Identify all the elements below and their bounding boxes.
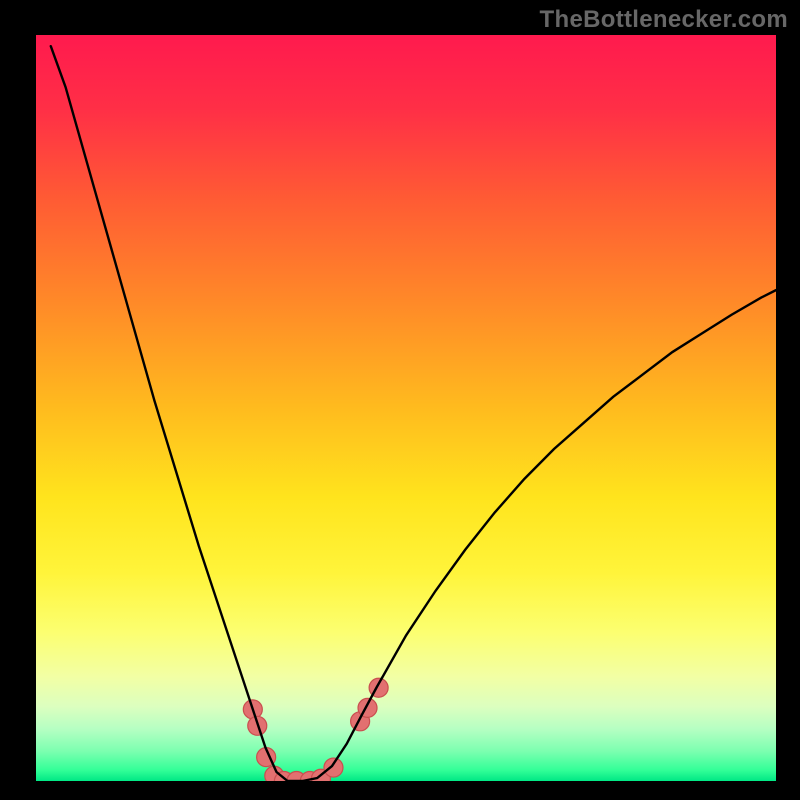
chart-frame: TheBottlenecker.com xyxy=(0,0,800,800)
watermark-text: TheBottlenecker.com xyxy=(540,6,788,34)
plot-area xyxy=(36,35,776,781)
plot-background xyxy=(36,35,776,781)
curve-marker xyxy=(324,758,343,777)
